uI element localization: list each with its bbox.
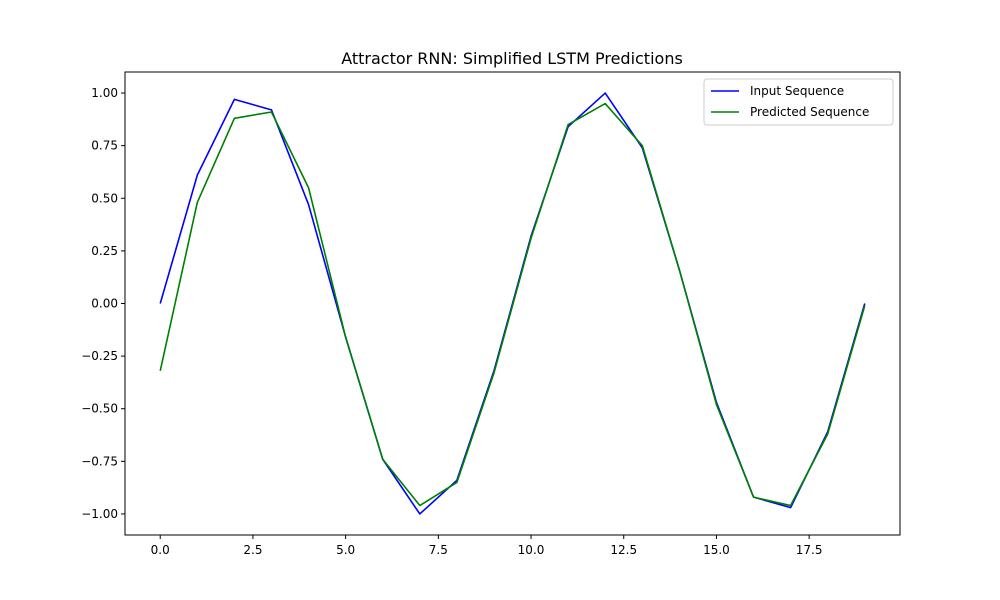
legend-label: Predicted Sequence	[750, 105, 869, 119]
x-tick-label: 15.0	[703, 543, 730, 557]
x-tick-label: 5.0	[336, 543, 355, 557]
y-tick-label: −0.25	[81, 349, 118, 363]
x-tick-label: 17.5	[796, 543, 823, 557]
series-line-predicted-sequence	[159, 102, 866, 507]
legend-box	[703, 78, 894, 126]
y-tick-label: 0.50	[91, 191, 118, 205]
y-tick-label: 0.75	[91, 139, 118, 153]
x-tick-label: 12.5	[610, 543, 637, 557]
y-tick-label: −0.50	[81, 402, 118, 416]
x-axis: 0.0 2.5 5.0 7.5 10.0 12.5 15.0 17.5	[151, 535, 823, 557]
y-tick-label: 1.00	[91, 86, 118, 100]
chart-title: Attractor RNN: Simplified LSTM Predictio…	[341, 49, 683, 68]
y-tick-label: −1.00	[81, 507, 118, 521]
x-tick-label: 0.0	[151, 543, 170, 557]
y-tick-label: −0.75	[81, 454, 118, 468]
series-layer	[159, 92, 866, 515]
x-tick-label: 2.5	[243, 543, 262, 557]
y-axis: −1.00 −0.75 −0.50 −0.25 0.00 0.25 0.50 0.75 1.00	[81, 86, 125, 521]
x-tick-label: 10.0	[518, 543, 545, 557]
y-tick-label: 0.25	[91, 244, 118, 258]
legend-label: Input Sequence	[750, 84, 844, 98]
x-tick-label: 7.5	[429, 543, 448, 557]
legend: Input Sequence Predicted Sequence	[703, 78, 894, 126]
y-tick-label: 0.00	[91, 297, 118, 311]
